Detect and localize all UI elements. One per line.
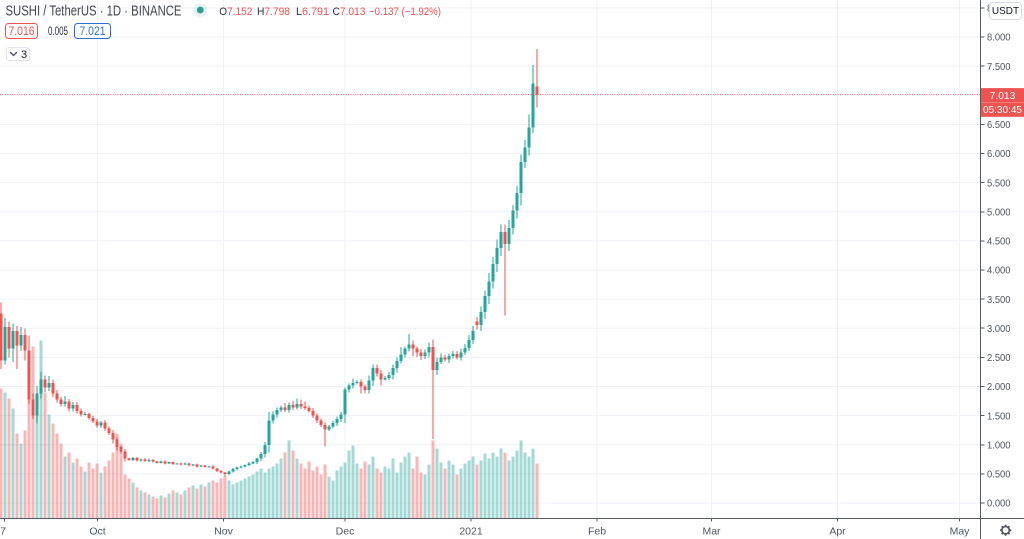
svg-text:3.000: 3.000 (987, 324, 1011, 335)
svg-text:0.005: 0.005 (48, 26, 68, 38)
svg-text:L6.791: L6.791 (296, 6, 329, 18)
svg-text:2021: 2021 (459, 526, 483, 538)
svg-text:USDT: USDT (992, 6, 1019, 17)
svg-text:Feb: Feb (588, 526, 606, 538)
svg-text:−0.137 (−1.92%): −0.137 (−1.92%) (369, 6, 441, 18)
svg-text:2.500: 2.500 (987, 353, 1011, 364)
svg-text:4.000: 4.000 (987, 266, 1011, 277)
svg-text:H7.798: H7.798 (257, 6, 290, 18)
svg-text:0.500: 0.500 (987, 470, 1011, 481)
svg-text:5.000: 5.000 (987, 207, 1011, 218)
svg-text:1.000: 1.000 (987, 440, 1011, 451)
svg-text:3: 3 (21, 49, 27, 61)
svg-text:7.500: 7.500 (987, 62, 1011, 73)
svg-text:Mar: Mar (702, 526, 721, 538)
svg-text:7.013: 7.013 (990, 91, 1016, 102)
svg-text:7.021: 7.021 (80, 24, 106, 38)
svg-text:Apr: Apr (829, 526, 846, 538)
svg-text:O7.152: O7.152 (219, 6, 252, 18)
svg-text:2.000: 2.000 (987, 382, 1011, 393)
svg-text:Nov: Nov (214, 526, 233, 538)
svg-text:0.000: 0.000 (987, 499, 1011, 510)
svg-text:SUSHI / TetherUS · 1D · BINANC: SUSHI / TetherUS · 1D · BINANCE (6, 4, 182, 20)
svg-text:C7.013: C7.013 (333, 6, 366, 18)
svg-text:4.500: 4.500 (987, 237, 1011, 248)
svg-text:May: May (950, 526, 971, 538)
svg-text:05:30:45: 05:30:45 (983, 105, 1022, 116)
svg-text:8.000: 8.000 (987, 33, 1011, 44)
svg-text:6.000: 6.000 (987, 149, 1011, 160)
svg-text:3.500: 3.500 (987, 295, 1011, 306)
svg-text:Dec: Dec (336, 526, 355, 538)
svg-text:7: 7 (0, 526, 6, 538)
svg-text:7.016: 7.016 (9, 24, 35, 38)
svg-text:6.500: 6.500 (987, 120, 1011, 131)
svg-text:5.500: 5.500 (987, 178, 1011, 189)
svg-text:Oct: Oct (89, 526, 105, 538)
svg-text:1.500: 1.500 (987, 411, 1011, 422)
